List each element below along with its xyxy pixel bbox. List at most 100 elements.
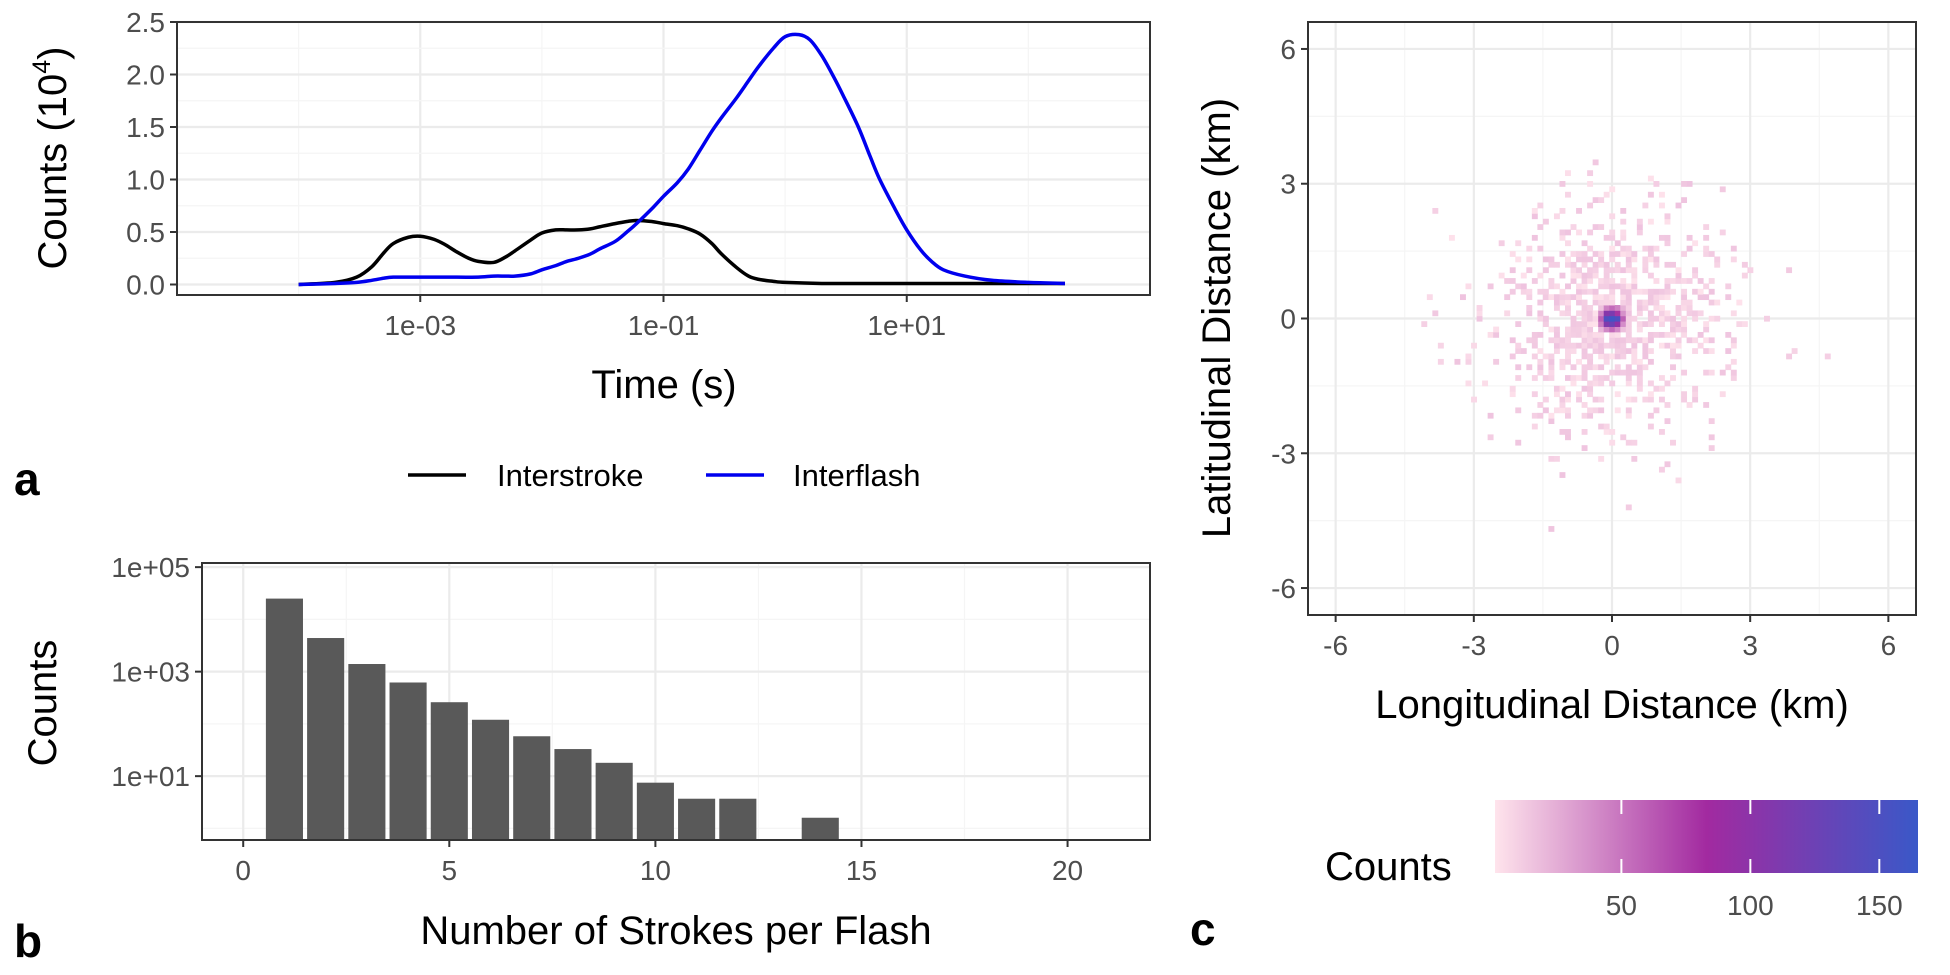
- panel-c-x-tick-label: -3: [1461, 630, 1486, 661]
- heatmap-cell: [1592, 272, 1599, 279]
- heatmap-cell: [1587, 331, 1594, 338]
- heatmap-cell: [1576, 331, 1582, 338]
- heatmap-cell: [1730, 342, 1737, 349]
- heatmap-cell: [1670, 348, 1676, 354]
- heatmap-cell: [1697, 288, 1704, 295]
- heatmap-cell: [1559, 288, 1566, 295]
- panel-c-x-tick-label: 6: [1881, 630, 1897, 661]
- heatmap-cell: [1570, 272, 1577, 279]
- heatmap-cell: [1664, 288, 1671, 295]
- heatmap-cell: [1515, 283, 1522, 290]
- panel-a-y-tick-label: 0.5: [126, 217, 165, 248]
- heatmap-cell: [1592, 364, 1599, 371]
- heatmap-cell: [1565, 391, 1571, 398]
- heatmap-cell: [1531, 337, 1538, 344]
- heatmap-cell: [1598, 305, 1605, 311]
- heatmap-cell: [1515, 342, 1522, 349]
- heatmap-cell: [1686, 337, 1693, 344]
- heatmap-cell: [1625, 407, 1632, 414]
- heatmap-cell: [1576, 294, 1582, 301]
- heatmap-cell: [1592, 224, 1599, 230]
- heatmap-cell: [1609, 299, 1616, 306]
- heatmap-cell: [1565, 429, 1571, 435]
- heatmap-cell: [1625, 364, 1632, 371]
- heatmap-cell: [1581, 305, 1588, 311]
- panel-a-y-tick-label: 2.0: [126, 60, 165, 91]
- heatmap-cell: [1609, 429, 1616, 435]
- heatmap-cell: [1603, 305, 1610, 311]
- heatmap-cell: [1642, 305, 1649, 311]
- heatmap-cell: [1559, 407, 1566, 414]
- heatmap-cell: [1520, 272, 1527, 279]
- heatmap-cell: [1542, 294, 1549, 301]
- heatmap-cell: [1714, 315, 1721, 322]
- heatmap-cell: [1681, 369, 1688, 376]
- heatmap-cell: [1570, 267, 1577, 274]
- heatmap-cell: [1565, 283, 1571, 290]
- heatmap-cell: [1631, 283, 1638, 290]
- interstroke-line: [298, 218, 1065, 287]
- heatmap-cell: [1614, 240, 1621, 247]
- heatmap-cell: [1620, 369, 1627, 376]
- heatmap-cell: [1537, 315, 1544, 322]
- heatmap-cell: [1692, 391, 1699, 398]
- heatmap-cell: [1587, 278, 1594, 284]
- heatmap-cell: [1542, 396, 1549, 403]
- heatmap-cell: [1581, 385, 1588, 392]
- heatmap-cell: [1697, 278, 1704, 284]
- heatmap-cell: [1708, 315, 1715, 322]
- heatmap-cell: [1620, 229, 1627, 236]
- heatmap-cell: [1642, 267, 1649, 274]
- heatmap-cell: [1537, 348, 1544, 354]
- heatmap-cell: [1620, 207, 1627, 214]
- heatmap-cell: [1664, 278, 1671, 284]
- heatmap-cell: [1642, 261, 1649, 268]
- heatmap-cell: [1581, 348, 1588, 354]
- heatmap-cell: [1636, 299, 1643, 306]
- heatmap-cell: [1647, 218, 1654, 225]
- heatmap-cell: [1670, 331, 1676, 338]
- heatmap-cell: [1565, 299, 1571, 306]
- heatmap-cell: [1509, 267, 1516, 274]
- heatmap-cell: [1509, 337, 1516, 344]
- heatmap-cell: [1719, 369, 1726, 376]
- heatmap-cell: [1592, 251, 1599, 257]
- heatmap-cell: [1719, 186, 1726, 193]
- heatmap-cell: [1559, 364, 1566, 371]
- heatmap-cell: [1719, 391, 1726, 398]
- heatmap-cell: [1581, 402, 1588, 408]
- heatmap-cell: [1559, 181, 1566, 187]
- heatmap-cell: [1692, 310, 1699, 317]
- heatmap-cell: [1576, 358, 1582, 365]
- heatmap-cell: [1664, 213, 1671, 220]
- heatmap-cell: [1681, 294, 1688, 301]
- heatmap-cell: [1708, 278, 1715, 284]
- heatmap-cell: [1697, 310, 1704, 317]
- heatmap-cell: [1559, 337, 1566, 344]
- heatmap-cell: [1675, 305, 1682, 311]
- heatmap-cell: [1681, 391, 1688, 398]
- panel-b-x-tick-label: 5: [442, 855, 458, 886]
- heatmap-cell: [1598, 261, 1605, 268]
- heatmap-cell: [1647, 391, 1654, 398]
- heatmap-cell: [1647, 423, 1654, 430]
- heatmap-cell: [1565, 256, 1571, 263]
- heatmap-cell: [1581, 240, 1588, 247]
- heatmap-cell: [1553, 348, 1560, 354]
- heatmap-cell: [1647, 321, 1654, 327]
- heatmap-cell: [1581, 288, 1588, 295]
- heatmap-cell: [1609, 278, 1616, 284]
- heatmap-cell: [1548, 337, 1555, 344]
- heatmap-cell: [1703, 337, 1710, 344]
- heatmap-cell: [1714, 299, 1721, 306]
- heatmap-cell: [1531, 213, 1538, 220]
- heatmap-cell: [1708, 418, 1715, 425]
- heatmap-cell: [1548, 455, 1555, 462]
- heatmap-cell: [1764, 315, 1770, 322]
- heatmap-cell: [1587, 342, 1594, 349]
- heatmap-cell: [1631, 256, 1638, 263]
- heatmap-cell: [1598, 310, 1605, 317]
- heatmap-cell: [1603, 358, 1610, 365]
- heatmap-cell: [1587, 170, 1594, 177]
- heatmap-cell: [1686, 299, 1693, 306]
